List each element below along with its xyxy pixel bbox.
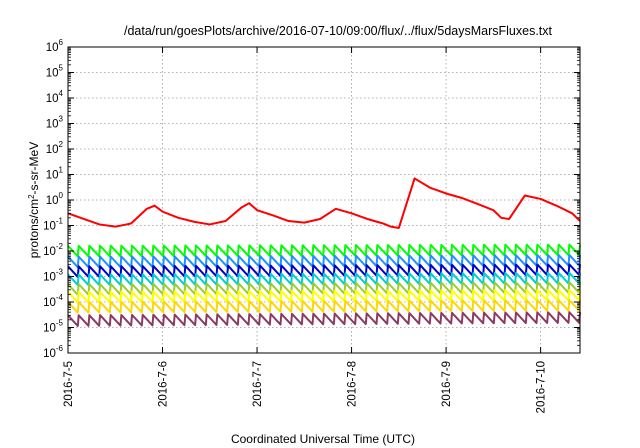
y-tick-exponent: 2 bbox=[59, 140, 64, 149]
y-tick-base: 10 bbox=[46, 170, 59, 182]
chart-title: /data/run/goesPlots/archive/2016-07-10/0… bbox=[124, 24, 553, 38]
y-tick-base: 10 bbox=[46, 93, 59, 105]
series-layer bbox=[67, 177, 581, 327]
y-tick-label: 10-4 bbox=[43, 293, 63, 309]
y-tick-exponent: 1 bbox=[59, 166, 64, 175]
series-line-4 bbox=[67, 271, 581, 287]
y-tick-base: 10 bbox=[43, 297, 56, 309]
y-tick-base: 10 bbox=[46, 68, 59, 80]
series-line-2 bbox=[67, 253, 581, 269]
y-axis-ticks: 10-610-510-410-310-210-11001011021031041… bbox=[43, 38, 580, 360]
x-axis-label: Coordinated Universal Time (UTC) bbox=[231, 432, 415, 446]
y-tick-exponent: -6 bbox=[56, 344, 64, 353]
series-line-1 bbox=[67, 243, 581, 258]
x-tick-label: 2016-7-5 bbox=[63, 361, 75, 407]
y-tick-label: 101 bbox=[46, 166, 64, 182]
y-tick-exponent: -3 bbox=[56, 268, 64, 277]
x-tick-label: 2016-7-10 bbox=[536, 361, 548, 413]
x-tick-label: 2016-7-9 bbox=[441, 361, 453, 407]
y-tick-exponent: -1 bbox=[56, 217, 64, 226]
y-tick-label: 10-2 bbox=[43, 242, 63, 258]
y-tick-label: 102 bbox=[46, 140, 64, 156]
series-line-0 bbox=[67, 177, 581, 229]
y-tick-base: 10 bbox=[46, 144, 59, 156]
y-tick-label: 10-6 bbox=[43, 344, 63, 360]
y-tick-base: 10 bbox=[46, 195, 59, 207]
y-tick-base: 10 bbox=[43, 323, 56, 335]
y-tick-label: 106 bbox=[46, 38, 64, 54]
series-line-3 bbox=[67, 263, 581, 278]
y-tick-exponent: -4 bbox=[56, 293, 64, 302]
series-line-6 bbox=[67, 288, 581, 304]
y-tick-exponent: 4 bbox=[59, 89, 64, 98]
y-tick-base: 10 bbox=[43, 246, 56, 258]
y-tick-exponent: 0 bbox=[59, 191, 64, 200]
y-tick-label: 10-1 bbox=[43, 217, 63, 233]
y-axis-label-post: -s-sr-MeV bbox=[27, 142, 41, 195]
y-tick-label: 10-3 bbox=[43, 268, 63, 284]
y-tick-label: 10-5 bbox=[43, 319, 63, 335]
y-tick-label: 100 bbox=[46, 191, 64, 207]
y-tick-label: 103 bbox=[46, 115, 64, 131]
y-axis-label-pre: protons/cm bbox=[27, 199, 41, 258]
y-tick-exponent: 3 bbox=[59, 115, 64, 124]
y-tick-exponent: 6 bbox=[59, 38, 64, 47]
series-line-5 bbox=[67, 281, 581, 296]
y-tick-label: 104 bbox=[46, 89, 64, 105]
series-line-7 bbox=[67, 299, 581, 314]
y-tick-label: 105 bbox=[46, 64, 64, 80]
x-tick-label: 2016-7-8 bbox=[347, 361, 359, 407]
x-tick-label: 2016-7-7 bbox=[252, 361, 264, 407]
y-tick-base: 10 bbox=[43, 221, 56, 233]
y-tick-base: 10 bbox=[46, 42, 59, 54]
x-tick-label: 2016-7-6 bbox=[158, 361, 170, 407]
y-tick-base: 10 bbox=[46, 119, 59, 131]
y-tick-base: 10 bbox=[43, 272, 56, 284]
series-line-8 bbox=[67, 311, 581, 327]
y-tick-base: 10 bbox=[43, 348, 56, 360]
y-axis-label-sup: 2 bbox=[27, 194, 36, 199]
y-tick-exponent: -2 bbox=[56, 242, 64, 251]
y-tick-exponent: 5 bbox=[59, 64, 64, 73]
x-axis-ticks: 2016-7-5 2016-7-6 2016-7-7 2016-7-8 2016-7-9… bbox=[63, 47, 548, 413]
y-tick-exponent: -5 bbox=[56, 319, 64, 328]
y-axis-label: protons/cm2-s-sr-MeV bbox=[27, 142, 42, 258]
